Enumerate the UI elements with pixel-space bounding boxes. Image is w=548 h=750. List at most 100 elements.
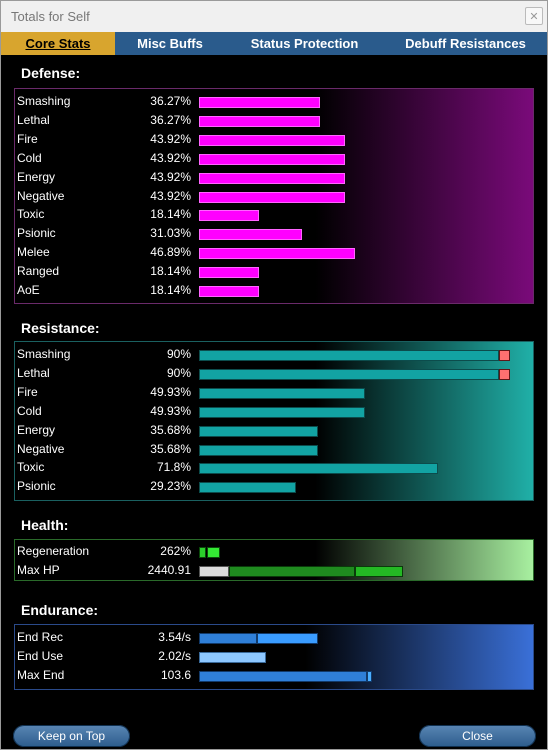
resistance-row-energy: Energy 35.68% (15, 421, 533, 440)
end-rec-label: End Rec (17, 630, 64, 644)
regeneration-bar-bonus (207, 547, 220, 558)
endurance-row-end-use: End Use 2.02/s (15, 647, 533, 666)
defense-row-energy: Energy 43.92% (15, 168, 533, 187)
max-hp-bar-bonus (229, 566, 355, 577)
resistance-bar-fire (199, 387, 365, 399)
tab-bar: Core Stats Misc Buffs Status Protection … (1, 32, 547, 55)
end-use-value: 2.02/s (158, 649, 191, 663)
defense-row-ranged: Ranged 18.14% (15, 262, 533, 281)
end-use-label: End Use (17, 649, 64, 663)
defense-value-aoe: 18.14% (150, 283, 191, 297)
defense-value-smashing: 36.27% (150, 94, 191, 108)
resistance-value-smashing: 90% (166, 347, 191, 361)
resistance-heading: Resistance: (21, 320, 100, 336)
defense-heading: Defense: (21, 65, 81, 81)
resistance-value-lethal: 90% (166, 365, 191, 380)
defense-row-negative: Negative 43.92% (15, 187, 533, 206)
defense-label-psionic: Psionic (17, 226, 56, 241)
defense-bar-toxic (199, 210, 259, 222)
regeneration-value: 262% (160, 544, 191, 558)
defense-row-cold: Cold 43.92% (15, 149, 533, 168)
defense-bar-negative (199, 191, 345, 203)
defense-bar-lethal (199, 115, 320, 127)
defense-panel: Smashing 36.27% Lethal 36.27% Fire 43.92% Cold… (14, 88, 534, 304)
max-hp-value: 2440.91 (147, 563, 191, 577)
defense-label-smashing: Smashing (17, 94, 71, 108)
regeneration-label: Regeneration (17, 544, 90, 558)
resistance-row-cold: Cold 49.93% (15, 402, 533, 421)
defense-row-smashing: Smashing 36.27% (15, 92, 533, 111)
endurance-panel: End Rec 3.54/s End Use 2.02/s Max End 10… (14, 624, 534, 690)
resistance-row-negative: Negative 35.68% (15, 440, 533, 459)
defense-label-cold: Cold (17, 150, 42, 165)
defense-label-negative: Negative (17, 188, 65, 203)
keep-on-top-button[interactable]: Keep on Top (13, 725, 130, 747)
resistance-value-psionic: 29.23% (150, 479, 191, 494)
defense-label-toxic: Toxic (17, 207, 45, 222)
resistance-row-toxic: Toxic 71.8% (15, 458, 533, 477)
defense-row-toxic: Toxic 18.14% (15, 205, 533, 224)
endurance-heading: Endurance: (21, 602, 99, 618)
max-hp-label: Max HP (17, 563, 60, 577)
defense-row-melee: Melee 46.89% (15, 243, 533, 262)
defense-label-fire: Fire (17, 131, 38, 146)
defense-bar-fire (199, 134, 345, 146)
defense-bar-melee (199, 248, 355, 260)
max-end-label: Max End (17, 668, 65, 682)
resistance-value-cold: 49.93% (150, 403, 191, 418)
tab-core-stats[interactable]: Core Stats (1, 32, 115, 55)
defense-label-ranged: Ranged (17, 264, 60, 279)
resistance-label-lethal: Lethal (17, 365, 50, 380)
resistance-value-toxic: 71.8% (156, 460, 191, 475)
health-panel: Regeneration 262% Max HP 2440.91 (14, 539, 534, 581)
defense-value-ranged: 18.14% (150, 264, 191, 279)
max-end-value: 103.6 (160, 668, 191, 682)
resistance-bar-cold (199, 406, 365, 418)
defense-bar-ranged (199, 267, 259, 279)
end-rec-bar-base (199, 633, 257, 644)
resistance-value-energy: 35.68% (150, 422, 191, 437)
health-row-max-hp: Max HP 2440.91 (15, 561, 533, 580)
max-hp-bar-extra (355, 566, 403, 577)
resistance-bar-smashing (199, 350, 499, 361)
defense-value-melee: 46.89% (150, 245, 191, 260)
health-heading: Health: (21, 517, 69, 533)
resistance-label-psionic: Psionic (17, 479, 56, 494)
endurance-row-max-end: Max End 103.6 (15, 666, 533, 685)
defense-bar-smashing (199, 97, 320, 108)
resistance-label-cold: Cold (17, 403, 42, 418)
defense-label-lethal: Lethal (17, 112, 50, 127)
defense-value-psionic: 31.03% (150, 226, 191, 241)
defense-value-cold: 43.92% (150, 150, 191, 165)
end-use-bar (199, 652, 266, 663)
defense-bar-psionic (199, 229, 302, 241)
defense-label-melee: Melee (17, 245, 50, 260)
tab-status-protection[interactable]: Status Protection (250, 36, 359, 51)
title-bar[interactable]: Totals for Self ✕ (1, 1, 547, 32)
defense-bar-cold (199, 153, 345, 165)
resistance-row-psionic: Psionic 29.23% (15, 477, 533, 496)
resistance-label-toxic: Toxic (17, 460, 45, 475)
end-rec-value: 3.54/s (158, 630, 191, 644)
defense-value-negative: 43.92% (150, 188, 191, 203)
resistance-label-smashing: Smashing (17, 347, 71, 361)
defense-value-fire: 43.92% (150, 131, 191, 146)
max-end-bar-bonus (367, 671, 372, 682)
resistance-panel: Smashing 90% Lethal 90% Fire 49.93% Cold 49.93%… (14, 341, 534, 501)
defense-bar-energy (199, 172, 345, 184)
resistance-label-fire: Fire (17, 384, 38, 399)
defense-bar-aoe (199, 286, 259, 297)
defense-value-energy: 43.92% (150, 169, 191, 184)
health-row-regeneration: Regeneration 262% (15, 542, 533, 561)
defense-row-lethal: Lethal 36.27% (15, 111, 533, 130)
tab-misc-buffs[interactable]: Misc Buffs (137, 36, 203, 51)
close-icon[interactable]: ✕ (525, 7, 543, 25)
resistance-value-fire: 49.93% (150, 384, 191, 399)
resistance-bar-negative (199, 444, 318, 456)
tab-debuff-resistances[interactable]: Debuff Resistances (405, 36, 526, 51)
defense-label-energy: Energy (17, 169, 56, 184)
resistance-bar-toxic (199, 463, 438, 475)
close-button[interactable]: Close (419, 725, 536, 747)
defense-value-toxic: 18.14% (150, 207, 191, 222)
